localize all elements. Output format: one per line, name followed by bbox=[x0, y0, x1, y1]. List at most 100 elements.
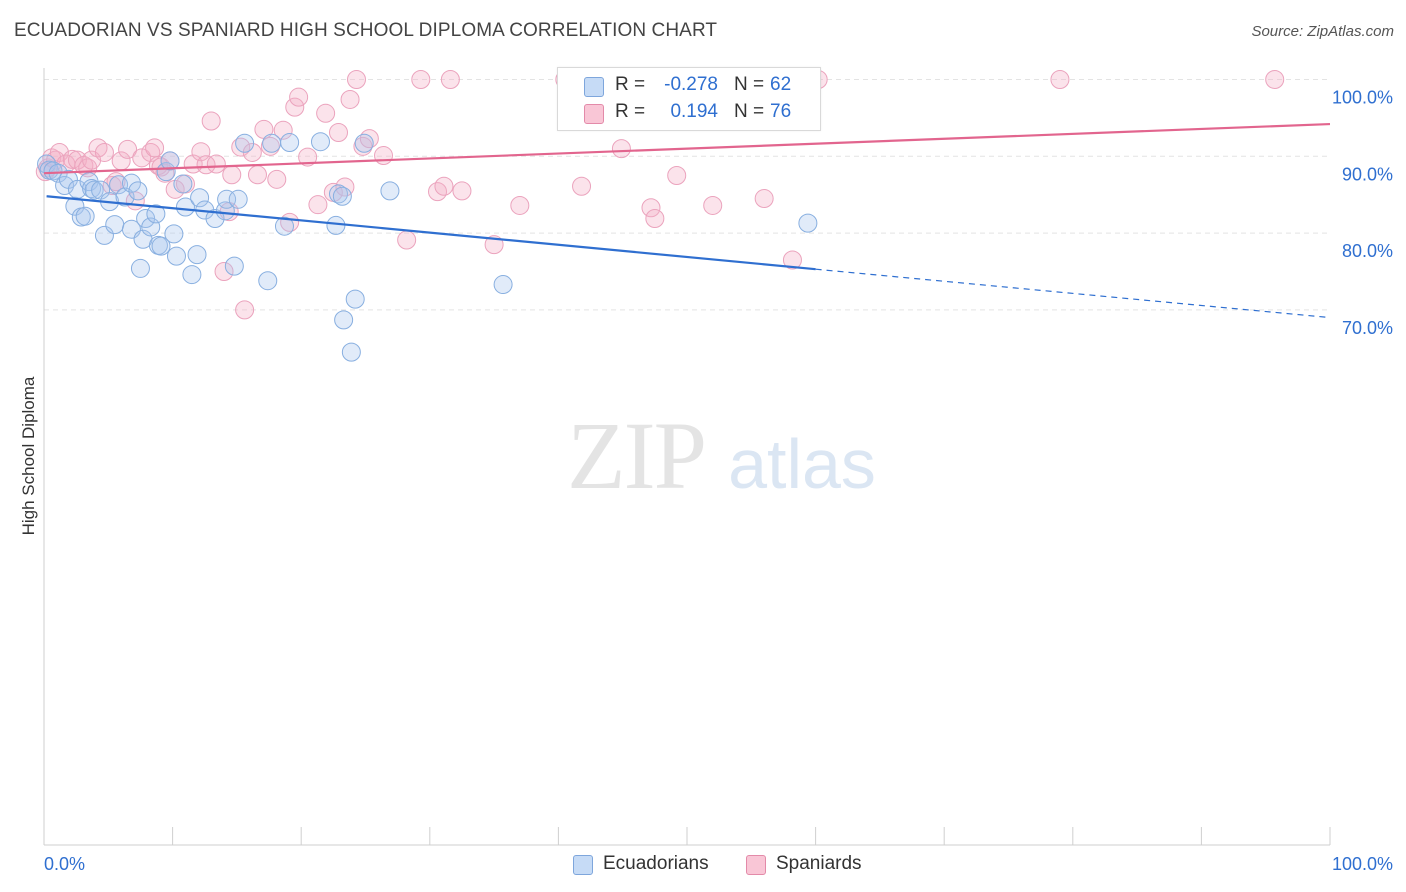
ecuadorians-point bbox=[151, 236, 171, 256]
legend-r-value: 0.194 bbox=[670, 101, 718, 122]
ecuadorians-point bbox=[274, 216, 294, 236]
ecuadorians-point bbox=[182, 265, 202, 285]
spaniards-point bbox=[328, 122, 348, 142]
legend-n-label: N = bbox=[734, 101, 765, 122]
ecuadorians-point bbox=[310, 132, 330, 152]
ecuadorians-point bbox=[84, 180, 104, 200]
legend-swatch-blue bbox=[584, 77, 604, 97]
spaniards-point bbox=[452, 181, 472, 201]
ecuadorians-point bbox=[217, 189, 237, 209]
spaniards-point bbox=[214, 262, 234, 281]
spaniards-point bbox=[145, 138, 165, 158]
spaniards-point bbox=[196, 155, 216, 175]
spaniards-point bbox=[353, 136, 373, 156]
source-label: Source: ZipAtlas.com bbox=[1251, 23, 1394, 40]
ecuadorians-point bbox=[332, 186, 352, 206]
legend-n-label: N = bbox=[734, 74, 765, 95]
ecuadorians-point bbox=[166, 246, 186, 266]
ecuadorians-point bbox=[160, 151, 180, 171]
legend-n-value: 62 bbox=[770, 74, 792, 95]
ecuadorians-point bbox=[190, 188, 210, 208]
spaniards-point bbox=[285, 97, 305, 117]
y-tick-label: 90.0% bbox=[1342, 164, 1393, 184]
spaniards-point bbox=[308, 195, 328, 215]
ecuadorians-point bbox=[228, 189, 248, 209]
spaniards-point bbox=[782, 250, 802, 270]
spaniards-point bbox=[235, 300, 255, 320]
spaniards-point bbox=[132, 148, 152, 168]
ecuadorians-point bbox=[65, 196, 85, 216]
legend-swatch-pink bbox=[584, 104, 604, 124]
ecuadorians-point bbox=[187, 245, 207, 265]
watermark-zip: ZIP bbox=[567, 402, 705, 509]
spaniards-point bbox=[231, 137, 251, 157]
spaniards-point bbox=[572, 176, 592, 196]
ecuadorians-point bbox=[43, 161, 63, 181]
ecuadorians-trend-line bbox=[46, 195, 816, 271]
spaniards-point bbox=[67, 150, 87, 170]
spaniards-trend-line bbox=[43, 122, 1331, 175]
ecuadorians-point bbox=[121, 173, 141, 193]
y-tick-label: 70.0% bbox=[1342, 318, 1393, 338]
ecuadorians-point bbox=[326, 215, 346, 235]
spaniards-point bbox=[346, 70, 366, 89]
spaniards-point bbox=[411, 70, 431, 89]
spaniards-point bbox=[428, 182, 448, 202]
ecuadorians-point bbox=[380, 181, 400, 201]
ecuadorians-point bbox=[280, 132, 300, 152]
spaniards-point bbox=[667, 166, 687, 185]
ecuadorians-point bbox=[235, 133, 255, 153]
ecuadorians-trend-extension bbox=[815, 268, 1331, 319]
spaniards-point bbox=[206, 154, 226, 174]
spaniards-point bbox=[1265, 70, 1285, 89]
ecuadorians-point bbox=[341, 342, 361, 362]
ecuadorians-point bbox=[354, 133, 374, 153]
ecuadorians-point bbox=[128, 181, 148, 201]
ecuadorians-point bbox=[345, 289, 365, 309]
legend-label: Spaniards bbox=[776, 853, 862, 874]
spaniards-point bbox=[754, 189, 774, 209]
spaniards-point bbox=[641, 198, 661, 218]
y-tick-label: 80.0% bbox=[1342, 241, 1393, 261]
spaniards-point bbox=[611, 139, 631, 159]
legend-swatch-blue bbox=[573, 855, 593, 875]
spaniards-point bbox=[440, 70, 460, 89]
spaniards-point bbox=[267, 169, 287, 189]
spaniards-point bbox=[316, 103, 336, 123]
legend-r-label: R = bbox=[615, 74, 646, 95]
spaniards-point bbox=[118, 139, 138, 159]
ecuadorians-point bbox=[493, 275, 513, 295]
spaniards-point bbox=[645, 209, 665, 229]
spaniards-point bbox=[510, 195, 530, 215]
y-tick-label: 100.0% bbox=[1332, 88, 1393, 108]
legend-swatch-pink bbox=[746, 855, 766, 875]
x-tick-label: 0.0% bbox=[44, 854, 85, 874]
spaniards-point bbox=[434, 176, 454, 196]
ecuadorians-point bbox=[173, 174, 193, 194]
spaniards-point bbox=[298, 147, 318, 167]
ecuadorians-point bbox=[164, 224, 184, 244]
ecuadorians-point bbox=[798, 213, 818, 233]
spaniards-point bbox=[289, 87, 309, 107]
ecuadorians-point bbox=[175, 197, 195, 217]
spaniards-point bbox=[374, 146, 394, 166]
x-tick-label: 100.0% bbox=[1332, 854, 1393, 874]
ecuadorians-point bbox=[262, 133, 282, 153]
ecuadorians-point bbox=[258, 271, 278, 291]
spaniards-point bbox=[94, 142, 114, 162]
ecuadorians-point bbox=[146, 204, 166, 224]
ecuadorians-point bbox=[75, 206, 95, 226]
spaniards-point bbox=[273, 120, 293, 140]
spaniards-point bbox=[247, 165, 267, 185]
watermark-atlas: atlas bbox=[728, 425, 876, 503]
spaniards-point bbox=[106, 172, 126, 192]
ecuadorians-point bbox=[205, 209, 225, 229]
legend-row-ecuadorians: R = -0.278 N = 62 bbox=[558, 73, 820, 100]
chart-title: ECUADORIAN VS SPANIARD HIGH SCHOOL DIPLO… bbox=[14, 20, 718, 41]
spaniards-point bbox=[1050, 70, 1070, 89]
spaniards-point bbox=[397, 230, 417, 250]
ecuadorians-point bbox=[334, 310, 354, 330]
spaniards-point bbox=[201, 111, 221, 131]
legend-row-spaniards: R = 0.194 N = 76 bbox=[558, 100, 820, 127]
